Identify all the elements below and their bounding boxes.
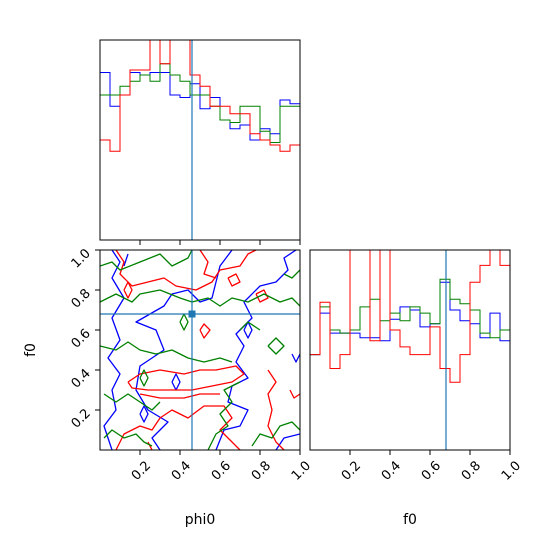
x-tick-label: 1.0 bbox=[499, 458, 524, 483]
histogram-series-green bbox=[100, 63, 300, 143]
f0-marginal-frame bbox=[309, 249, 511, 451]
contour-line-green bbox=[100, 341, 233, 363]
y-tick-label: 0.6 bbox=[69, 326, 94, 351]
x-tick-label: 0.6 bbox=[419, 458, 444, 483]
contour-line-green bbox=[100, 250, 193, 271]
truth-marker bbox=[188, 310, 196, 318]
x-tick-label: 1.0 bbox=[289, 458, 314, 483]
histogram-series-red bbox=[310, 250, 510, 383]
phi0-marginal-x-ticks bbox=[139, 240, 301, 245]
contour-line-green bbox=[103, 429, 153, 447]
histogram-series-red bbox=[100, 40, 300, 152]
contour-line-red bbox=[139, 393, 220, 399]
contour-line-blue bbox=[123, 253, 129, 267]
contour-line-red bbox=[123, 281, 133, 299]
y-tick-label: 0.4 bbox=[69, 366, 94, 391]
contour-line-red bbox=[115, 405, 241, 450]
contour-line-blue bbox=[135, 250, 233, 450]
truth-crosshair bbox=[100, 250, 300, 450]
contour-line-blue bbox=[243, 321, 253, 339]
contour-line-red bbox=[127, 365, 245, 391]
phi0-histogram-series bbox=[100, 40, 300, 152]
x-tick-label: 0.2 bbox=[339, 458, 364, 483]
contour-line-green bbox=[283, 269, 300, 279]
f0-histogram-series bbox=[310, 250, 510, 383]
contour-line-green bbox=[207, 381, 241, 450]
contour-line-red bbox=[115, 250, 257, 291]
contour-line-green bbox=[239, 321, 261, 331]
contour-line-red bbox=[255, 289, 269, 303]
contour-line-green bbox=[100, 289, 300, 307]
f0-axis-label: f0 bbox=[23, 343, 39, 357]
x-tick-label: 0.4 bbox=[169, 458, 194, 483]
phi0-marginal-frame bbox=[99, 39, 301, 241]
contour-line-red bbox=[147, 441, 153, 450]
x-tick-label: 0.8 bbox=[459, 458, 484, 483]
contour-line-red bbox=[267, 369, 285, 450]
contour-line-red bbox=[227, 273, 241, 287]
contour-frame bbox=[99, 249, 301, 451]
contour-line-green bbox=[267, 337, 285, 355]
contour-line-blue bbox=[139, 405, 149, 423]
x-tick-label: 0.8 bbox=[249, 458, 274, 483]
y-tick-label: 0.8 bbox=[69, 286, 94, 311]
contour-line-blue bbox=[291, 353, 300, 363]
contour-series bbox=[100, 250, 300, 450]
contour-line-red bbox=[289, 389, 300, 399]
x-tick-label: 0.6 bbox=[209, 458, 234, 483]
y-tick-label: 1.0 bbox=[69, 246, 94, 271]
x-tick-label: 0.4 bbox=[379, 458, 404, 483]
contour-line-green bbox=[251, 421, 300, 447]
contour-line-green bbox=[103, 393, 161, 411]
contour-line-blue bbox=[171, 373, 181, 391]
contour-line-green bbox=[139, 369, 149, 387]
contour-line-blue bbox=[215, 250, 297, 450]
f0-marginal-axis-label: f0 bbox=[403, 512, 417, 528]
phi0-marginal-panel bbox=[99, 39, 301, 245]
histogram-series-blue bbox=[100, 72, 300, 141]
contour-line-blue bbox=[275, 433, 300, 450]
f0-marginal-panel: 0.2 0.4 0.6 0.8 1.0 f0 bbox=[309, 249, 524, 528]
contour-line-green bbox=[179, 313, 189, 331]
contour-line-red bbox=[199, 323, 211, 339]
contour-line-red bbox=[199, 250, 217, 279]
histogram-series-green bbox=[310, 278, 510, 356]
f0-marginal-x-axis: 0.2 0.4 0.6 0.8 1.0 bbox=[339, 450, 524, 484]
y-tick-label: 0.2 bbox=[69, 406, 94, 431]
x-tick-label: 0.2 bbox=[129, 458, 154, 483]
contour-panel: 0.2 0.4 0.6 0.8 1.0 0.2 0.4 0.6 0.8 1.0 phi0 f0 bbox=[23, 246, 314, 528]
phi0-axis-label: phi0 bbox=[185, 512, 216, 528]
contour-x-axis: 0.2 0.4 0.6 0.8 1.0 bbox=[129, 450, 314, 484]
contour-y-axis: 0.2 0.4 0.6 0.8 1.0 bbox=[69, 246, 100, 431]
contour-background bbox=[100, 250, 300, 450]
